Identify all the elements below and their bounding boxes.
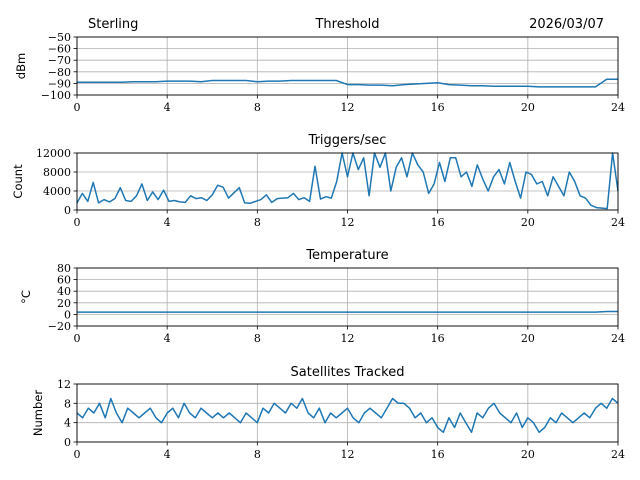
station-label: Sterling [88, 17, 138, 32]
subplot-satellites-tracked: 0 4 8 12 16 20 24 12 8 4 0 Satellites Tracked Number [31, 365, 625, 461]
x-tick-label: 24 [611, 448, 625, 461]
x-tick-label: 12 [341, 332, 355, 345]
x-tick-label: 0 [74, 101, 81, 114]
x-tick-label: 8 [254, 332, 261, 345]
axes-frame [76, 267, 619, 327]
subplot-title: Triggers/sec [308, 133, 387, 148]
date-label: 2026/03/07 [529, 17, 604, 32]
x-tick-label: 24 [611, 332, 625, 345]
subplot-title: Satellites Tracked [291, 365, 405, 380]
x-tick-label: 12 [341, 101, 355, 114]
y-tick-label: −20 [48, 320, 71, 333]
subplot-threshold: 0 4 8 12 16 20 24 −50−60−70−80−90−100 Threshold d… [14, 17, 625, 114]
y-tick-label: 60 [57, 274, 71, 287]
y-tick-label: 20 [57, 297, 71, 310]
y-tick-label: −50 [48, 31, 71, 44]
x-tick-label: 16 [431, 216, 445, 229]
data-series-line [77, 310, 618, 313]
data-series-line [77, 78, 618, 88]
x-tick-label: 8 [254, 216, 261, 229]
y-axis-label: Number [31, 390, 45, 436]
x-tick-label: 4 [164, 448, 171, 461]
x-tick-label: 24 [611, 216, 625, 229]
axes-frame [76, 152, 619, 211]
y-tick-label: 8000 [43, 166, 71, 179]
data-series-line [76, 397, 619, 434]
y-axis-label: dBm [14, 53, 28, 79]
x-tick-label: 4 [164, 101, 171, 114]
x-tick-label: 12 [341, 216, 355, 229]
y-tick-label: −90 [48, 77, 71, 90]
x-tick-label: 20 [521, 216, 535, 229]
data-series-line [76, 152, 619, 210]
x-tick-label: 12 [341, 448, 355, 461]
x-tick-label: 8 [254, 101, 261, 114]
y-tick-label: 4 [64, 417, 71, 430]
y-tick-label: 0 [64, 308, 71, 321]
subplot-title: Threshold [314, 17, 379, 32]
y-tick-label: 8 [64, 397, 71, 410]
x-tick-label: 20 [521, 332, 535, 345]
y-axis-label: °C [19, 290, 33, 304]
x-tick-label: 24 [611, 101, 625, 114]
x-tick-label: 0 [74, 216, 81, 229]
x-tick-label: 0 [74, 332, 81, 345]
y-tick-label: −60 [48, 43, 71, 56]
subplot-title: Temperature [305, 248, 388, 263]
y-tick-label: −80 [48, 66, 71, 79]
axes-frame [76, 383, 619, 443]
x-tick-label: 16 [431, 101, 445, 114]
y-tick-label: 12000 [36, 147, 71, 160]
x-tick-label: 4 [164, 216, 171, 229]
x-tick-label: 16 [431, 448, 445, 461]
x-tick-label: 20 [521, 448, 535, 461]
y-tick-label: 12 [57, 378, 71, 391]
x-tick-label: 20 [521, 101, 535, 114]
subplots: 0 4 8 12 16 20 24 −50−60−70−80−90−100 Threshold d… [11, 17, 625, 461]
x-tick-label: 8 [254, 448, 261, 461]
y-tick-label: 0 [64, 436, 71, 449]
x-tick-label: 4 [164, 332, 171, 345]
x-tick-label: 16 [431, 332, 445, 345]
y-tick-label: −70 [48, 54, 71, 67]
y-tick-label: 80 [57, 262, 71, 275]
y-tick-label: 40 [57, 285, 71, 298]
subplot-triggers-sec: 0 4 8 12 16 20 24 12000 8000 4000 0 Triggers/sec Cou… [11, 133, 625, 229]
y-tick-label: 4000 [43, 185, 71, 198]
axes-frame [76, 36, 619, 96]
y-tick-label: −100 [41, 89, 71, 102]
y-tick-label: 0 [64, 204, 71, 217]
x-tick-label: 0 [74, 448, 81, 461]
y-axis-label: Count [11, 164, 25, 199]
